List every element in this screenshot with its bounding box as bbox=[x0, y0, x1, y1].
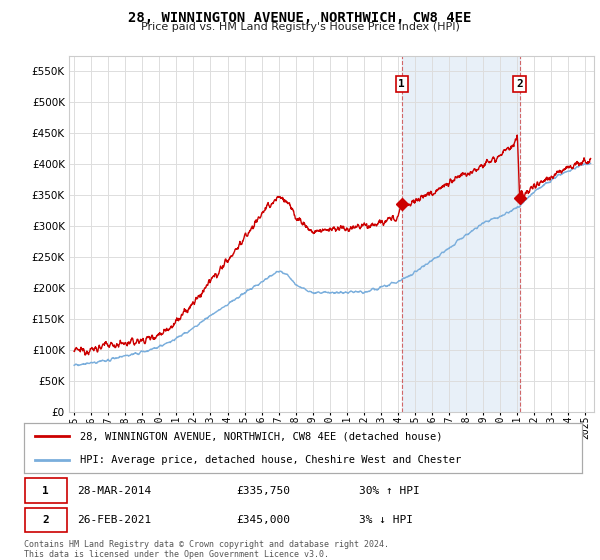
Text: 28-MAR-2014: 28-MAR-2014 bbox=[77, 486, 151, 496]
Text: 28, WINNINGTON AVENUE, NORTHWICH, CW8 4EE: 28, WINNINGTON AVENUE, NORTHWICH, CW8 4E… bbox=[128, 11, 472, 25]
Text: 1: 1 bbox=[398, 79, 405, 89]
FancyBboxPatch shape bbox=[25, 508, 67, 532]
Text: 2: 2 bbox=[516, 79, 523, 89]
Text: HPI: Average price, detached house, Cheshire West and Chester: HPI: Average price, detached house, Ches… bbox=[80, 455, 461, 465]
Text: Price paid vs. HM Land Registry's House Price Index (HPI): Price paid vs. HM Land Registry's House … bbox=[140, 22, 460, 32]
Text: 1: 1 bbox=[43, 486, 49, 496]
Text: 30% ↑ HPI: 30% ↑ HPI bbox=[359, 486, 419, 496]
Text: 2: 2 bbox=[43, 515, 49, 525]
Text: 28, WINNINGTON AVENUE, NORTHWICH, CW8 4EE (detached house): 28, WINNINGTON AVENUE, NORTHWICH, CW8 4E… bbox=[80, 431, 442, 441]
Bar bbox=[402, 56, 520, 412]
Text: Contains HM Land Registry data © Crown copyright and database right 2024.
This d: Contains HM Land Registry data © Crown c… bbox=[24, 540, 389, 559]
Text: 3% ↓ HPI: 3% ↓ HPI bbox=[359, 515, 413, 525]
Text: £335,750: £335,750 bbox=[236, 486, 290, 496]
FancyBboxPatch shape bbox=[25, 478, 67, 503]
Text: 26-FEB-2021: 26-FEB-2021 bbox=[77, 515, 151, 525]
Text: £345,000: £345,000 bbox=[236, 515, 290, 525]
